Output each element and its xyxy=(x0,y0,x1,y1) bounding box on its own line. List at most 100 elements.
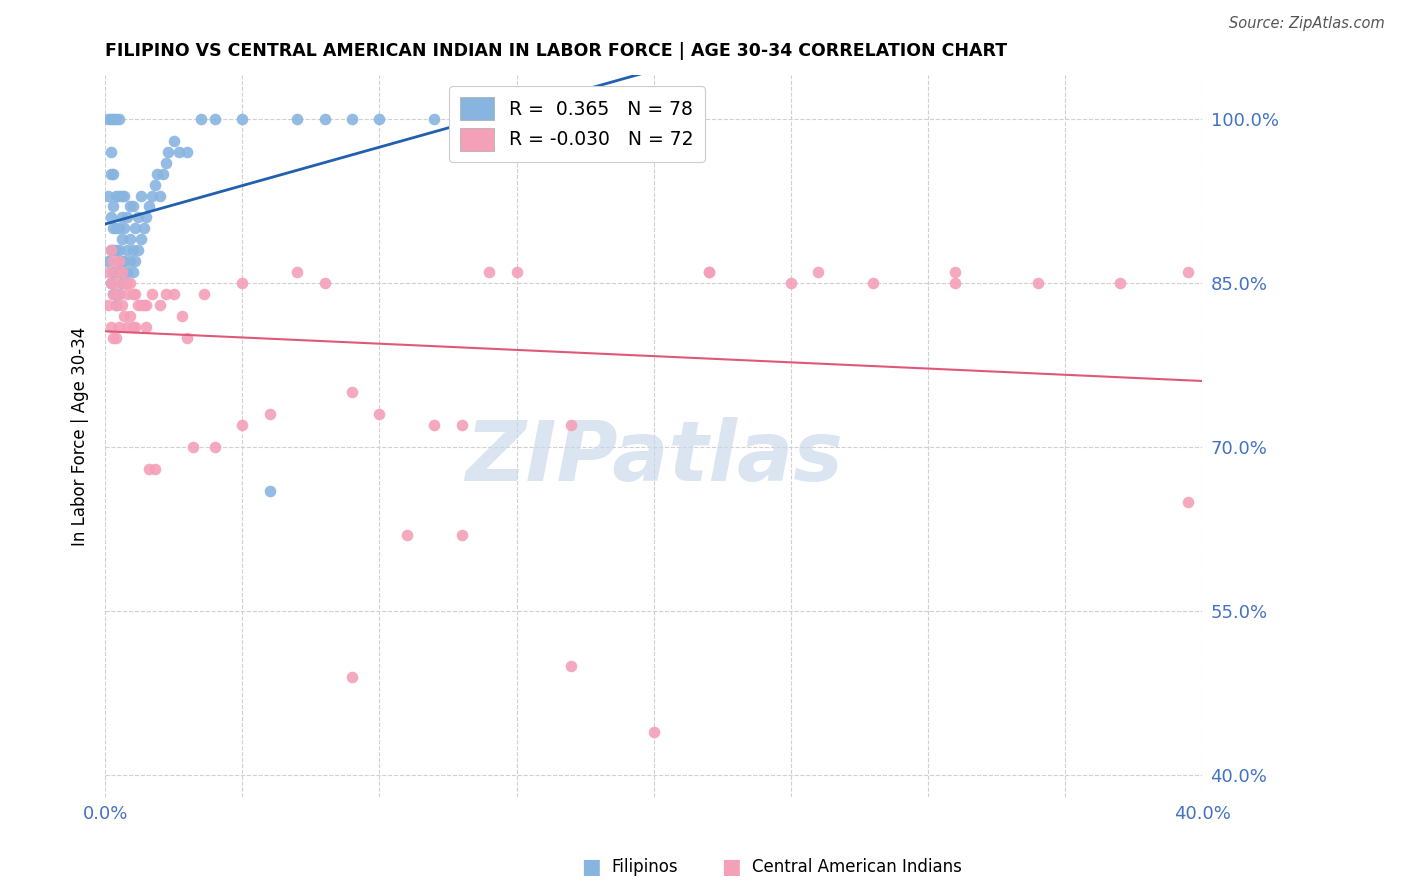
Point xyxy=(533,112,555,126)
Point xyxy=(127,244,149,258)
Point xyxy=(368,407,391,421)
Point xyxy=(112,276,135,290)
Point xyxy=(118,199,141,213)
Point xyxy=(138,462,160,476)
Point xyxy=(129,232,152,246)
Point xyxy=(450,418,472,433)
Point xyxy=(127,298,149,312)
Point xyxy=(115,265,138,279)
Point xyxy=(423,112,446,126)
Point xyxy=(100,145,122,159)
Point xyxy=(285,265,308,279)
Point xyxy=(105,244,128,258)
Point xyxy=(170,309,193,323)
Point xyxy=(100,244,122,258)
Point xyxy=(231,276,253,290)
Point xyxy=(108,188,131,202)
Point xyxy=(108,112,131,126)
Point xyxy=(121,287,143,301)
Point xyxy=(124,254,146,268)
Text: Source: ZipAtlas.com: Source: ZipAtlas.com xyxy=(1229,16,1385,31)
Point xyxy=(103,265,125,279)
Point xyxy=(108,254,131,268)
Point xyxy=(163,287,186,301)
Point xyxy=(285,112,308,126)
Point xyxy=(779,276,801,290)
Point xyxy=(105,298,128,312)
Point xyxy=(560,418,582,433)
Point xyxy=(108,287,131,301)
Point xyxy=(100,244,122,258)
Text: Central American Indians: Central American Indians xyxy=(752,858,962,876)
Point xyxy=(943,265,966,279)
Point xyxy=(141,188,163,202)
Text: FILIPINO VS CENTRAL AMERICAN INDIAN IN LABOR FORCE | AGE 30-34 CORRELATION CHART: FILIPINO VS CENTRAL AMERICAN INDIAN IN L… xyxy=(105,42,1007,60)
Point xyxy=(259,483,281,498)
Point xyxy=(105,331,128,345)
Point xyxy=(697,265,720,279)
Legend: R =  0.365   N = 78, R = -0.030   N = 72: R = 0.365 N = 78, R = -0.030 N = 72 xyxy=(449,86,704,161)
Point xyxy=(190,112,212,126)
Point xyxy=(108,319,131,334)
Point xyxy=(118,232,141,246)
Point xyxy=(314,276,336,290)
Point xyxy=(97,188,120,202)
Point xyxy=(105,276,128,290)
Point xyxy=(115,211,138,225)
Point xyxy=(1109,276,1132,290)
Point xyxy=(121,265,143,279)
Point xyxy=(121,319,143,334)
Point xyxy=(129,188,152,202)
Point xyxy=(152,167,174,181)
Point xyxy=(143,462,166,476)
Point xyxy=(105,298,128,312)
Point xyxy=(807,265,830,279)
Point xyxy=(129,298,152,312)
Point xyxy=(132,298,155,312)
Point xyxy=(103,287,125,301)
Point xyxy=(135,298,157,312)
Point xyxy=(121,199,143,213)
Point xyxy=(340,670,363,684)
Point xyxy=(105,265,128,279)
Point xyxy=(115,319,138,334)
Point xyxy=(368,112,391,126)
Point xyxy=(395,527,418,541)
Point xyxy=(118,254,141,268)
Point xyxy=(560,659,582,673)
Point xyxy=(204,440,226,454)
Point xyxy=(176,331,198,345)
Point xyxy=(103,221,125,235)
Point xyxy=(149,188,172,202)
Point xyxy=(105,112,128,126)
Point xyxy=(105,221,128,235)
Point xyxy=(138,199,160,213)
Point xyxy=(155,287,177,301)
Point xyxy=(121,244,143,258)
Point xyxy=(97,254,120,268)
Point xyxy=(112,309,135,323)
Point xyxy=(111,188,134,202)
Point xyxy=(115,287,138,301)
Point xyxy=(112,188,135,202)
Point xyxy=(259,407,281,421)
Point xyxy=(423,418,446,433)
Point xyxy=(100,276,122,290)
Point xyxy=(97,298,120,312)
Point xyxy=(103,112,125,126)
Point xyxy=(100,112,122,126)
Point xyxy=(108,221,131,235)
Point xyxy=(141,287,163,301)
Text: Filipinos: Filipinos xyxy=(612,858,678,876)
Point xyxy=(340,385,363,400)
Point xyxy=(111,211,134,225)
Point xyxy=(1177,495,1199,509)
Point xyxy=(112,276,135,290)
Point xyxy=(132,221,155,235)
Point xyxy=(478,112,501,126)
Point xyxy=(643,724,665,739)
Point xyxy=(340,112,363,126)
Point xyxy=(127,211,149,225)
Point xyxy=(112,254,135,268)
Point xyxy=(100,211,122,225)
